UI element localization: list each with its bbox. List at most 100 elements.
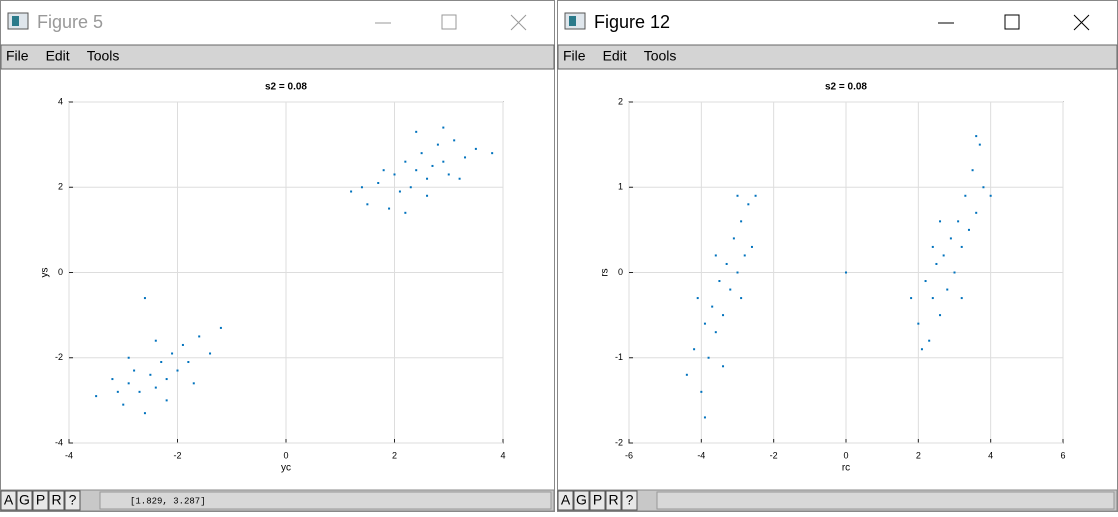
point	[171, 352, 174, 355]
point	[398, 190, 401, 193]
point	[388, 207, 391, 210]
point	[143, 297, 146, 300]
point	[491, 152, 494, 155]
x-tick-label: 2	[916, 450, 921, 460]
point	[458, 177, 461, 180]
point	[116, 390, 119, 393]
menu-item[interactable]: File	[6, 48, 29, 64]
point	[740, 220, 743, 223]
point	[350, 190, 353, 193]
point	[165, 399, 168, 402]
maximize-button[interactable]	[1004, 14, 1020, 30]
point	[935, 262, 938, 265]
window-title: Figure 12	[594, 12, 670, 32]
status-button-label[interactable]: R	[608, 492, 618, 508]
status-field	[99, 491, 552, 510]
status-field	[656, 491, 1115, 510]
point	[404, 160, 407, 163]
point	[975, 135, 978, 138]
point	[154, 386, 157, 389]
status-button-label[interactable]: ?	[69, 492, 77, 508]
menu-bar	[0, 44, 555, 70]
y-tick-label: -2	[615, 437, 623, 447]
menu-item[interactable]: Tools	[87, 48, 120, 64]
status-button-label[interactable]: G	[19, 492, 30, 508]
status-button[interactable]	[48, 490, 65, 511]
point	[978, 143, 981, 146]
status-button-label[interactable]: G	[576, 492, 587, 508]
point	[845, 271, 847, 274]
point	[127, 356, 130, 359]
status-button-label[interactable]: P	[593, 492, 602, 508]
x-tick-label: -2	[173, 450, 181, 460]
status-button[interactable]	[64, 490, 81, 511]
status-button-label[interactable]: A	[561, 492, 571, 508]
status-text: [1.829, 3.287]	[130, 496, 206, 506]
status-button[interactable]	[621, 490, 638, 511]
y-tick-label: -1	[615, 352, 623, 362]
point	[95, 395, 98, 398]
point	[707, 356, 710, 359]
point	[165, 378, 168, 381]
point	[967, 228, 970, 231]
point	[442, 126, 445, 129]
status-button[interactable]	[573, 490, 590, 511]
close-button[interactable]	[510, 14, 527, 31]
point	[181, 343, 184, 346]
point	[754, 194, 757, 197]
point	[928, 339, 931, 342]
point	[696, 297, 699, 300]
y-tick-label: -4	[55, 437, 63, 447]
point	[971, 169, 974, 172]
point	[187, 361, 190, 364]
point	[714, 254, 717, 257]
point	[426, 194, 429, 197]
point	[154, 339, 157, 342]
y-tick-label: 2	[618, 96, 623, 106]
status-button[interactable]	[0, 490, 17, 511]
menu-bar	[557, 44, 1118, 70]
status-button[interactable]	[589, 490, 606, 511]
point	[982, 186, 985, 189]
close-button[interactable]	[1073, 14, 1090, 31]
point	[122, 403, 125, 406]
status-button[interactable]	[605, 490, 622, 511]
y-axis-label: rs	[600, 268, 611, 276]
point	[160, 361, 163, 364]
point	[685, 373, 688, 376]
point	[953, 271, 956, 274]
point	[740, 297, 743, 300]
status-button-label[interactable]: ?	[626, 492, 634, 508]
status-button-label[interactable]: P	[36, 492, 45, 508]
point	[420, 152, 423, 155]
status-button-label[interactable]: A	[4, 492, 14, 508]
x-tick-label: 4	[988, 450, 993, 460]
point	[143, 412, 146, 415]
point	[198, 335, 201, 338]
point	[442, 160, 445, 163]
point	[964, 194, 967, 197]
y-tick-label: 0	[58, 267, 63, 277]
point	[957, 220, 960, 223]
point	[939, 220, 942, 223]
maximize-button[interactable]	[441, 14, 457, 30]
status-button[interactable]	[16, 490, 33, 511]
status-button-label[interactable]: R	[51, 492, 61, 508]
menu-item[interactable]: Edit	[46, 48, 70, 64]
point	[725, 262, 728, 265]
point	[722, 365, 725, 368]
menu-item[interactable]: File	[563, 48, 586, 64]
status-button[interactable]	[557, 490, 574, 511]
status-button[interactable]	[32, 490, 49, 511]
x-axis-label: rc	[842, 463, 850, 474]
point	[924, 280, 927, 283]
point	[209, 352, 212, 355]
point	[127, 382, 130, 385]
y-tick-label: -2	[55, 352, 63, 362]
menu-item[interactable]: Tools	[644, 48, 677, 64]
x-tick-label: 0	[283, 450, 288, 460]
menu-item[interactable]: Edit	[603, 48, 627, 64]
app-icon-inner	[12, 16, 19, 26]
point	[409, 186, 412, 189]
